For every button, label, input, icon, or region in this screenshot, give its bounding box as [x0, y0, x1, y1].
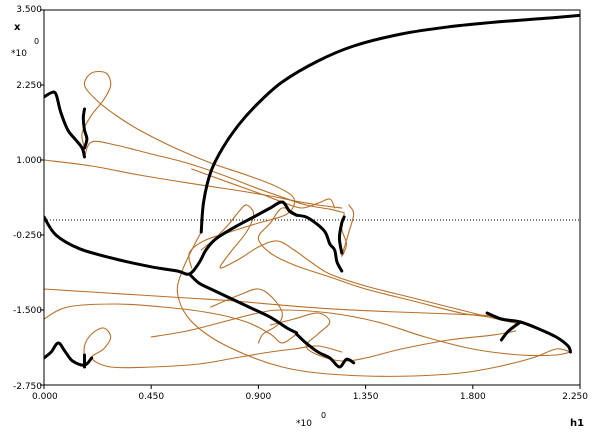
x-tick-label: 1.350	[353, 392, 379, 402]
periodic-branch-23	[176, 231, 572, 377]
plot-frame	[43, 9, 581, 386]
y-tick-label: 1.000	[16, 156, 42, 166]
periodic-branch-13	[83, 140, 345, 214]
x-tick-label: 1.800	[460, 392, 486, 402]
stable-branch-4	[295, 213, 344, 273]
stable-branch-11	[499, 320, 522, 342]
periodic-branch-18	[44, 303, 298, 344]
periodic-branch-19	[83, 327, 343, 369]
periodic-branch-17	[44, 288, 498, 317]
periodic-branch-20	[269, 312, 517, 362]
stable-branch-10	[485, 311, 572, 354]
y-tick-label: -1.500	[13, 306, 42, 316]
y-axis-label: x	[14, 22, 21, 33]
stable-branch-9	[199, 13, 580, 234]
periodic-branch-16	[257, 207, 493, 318]
periodic-branch-25	[191, 168, 336, 209]
stable-branch-1	[81, 107, 89, 150]
stable-branch-5	[337, 215, 346, 255]
x-tick-label: 0.000	[32, 392, 58, 402]
stable-branch-2	[44, 200, 299, 276]
x-tick-label: 2.250	[562, 392, 588, 402]
y-tick-label: 2.250	[16, 81, 42, 91]
y-axis-scale-text: *10	[11, 49, 27, 59]
y-tick-label: -0.250	[13, 231, 42, 241]
periodic-branch-14	[44, 159, 343, 209]
y-tick-label: -2.750	[13, 382, 42, 392]
periodic-branch-15	[200, 204, 517, 324]
y-axis-scale-exp: 0	[34, 37, 39, 46]
x-axis-scale-text: *10	[296, 419, 312, 429]
periodic-branch-21	[210, 288, 283, 344]
stable-branch-8	[295, 332, 356, 369]
periodic-branch-22	[150, 309, 572, 357]
x-axis-label: h1	[570, 418, 584, 429]
x-tick-label: 0.900	[246, 392, 272, 402]
stable-branch-3	[187, 272, 299, 335]
x-tick-label: 0.450	[138, 392, 164, 402]
x-axis-scale-exp: 0	[321, 411, 326, 420]
stable-branch-0	[44, 90, 86, 159]
periodic-branch-12	[81, 70, 296, 269]
y-tick-label: 3.500	[16, 5, 42, 15]
